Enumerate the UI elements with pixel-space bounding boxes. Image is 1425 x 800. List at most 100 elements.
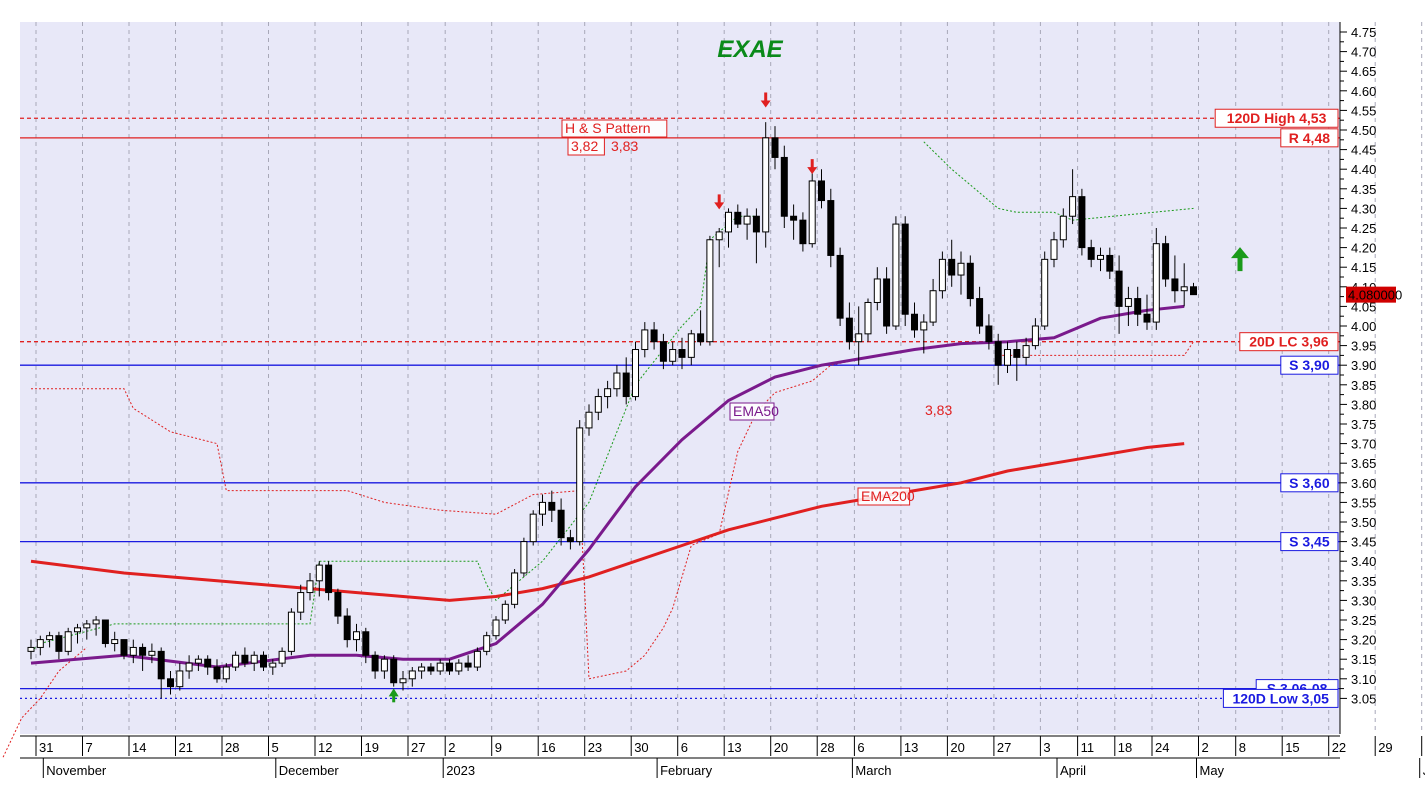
level-label: S 3,90 — [1280, 355, 1339, 375]
ema50-label-text: EMA50 — [733, 403, 779, 419]
candle — [632, 341, 639, 401]
candle-body — [390, 658, 398, 684]
y-tick-label: 4.75 — [1351, 25, 1376, 40]
x-axis: 31 7 14 21 28 5 12 19 27 2 9 16 23 30 6 13 20 28 6 13 20 27 3 1… — [35, 736, 1425, 778]
y-tick-label: 4.05 — [1351, 299, 1376, 314]
candle-body — [539, 501, 546, 515]
candle-body — [101, 619, 109, 645]
candle-body — [287, 611, 295, 652]
candle — [873, 267, 881, 311]
candle — [687, 329, 695, 366]
x-tick-label: 24 — [1155, 740, 1169, 755]
y-tick-label: 3.95 — [1351, 339, 1376, 354]
candle-body — [576, 427, 584, 543]
level-label-box — [1222, 688, 1339, 708]
candle — [901, 216, 909, 326]
y-tick-label: 3.25 — [1351, 613, 1376, 628]
candle-body — [492, 619, 500, 637]
candle-body — [762, 137, 770, 233]
candle — [1059, 208, 1067, 248]
candle — [1190, 282, 1197, 296]
candle-body — [669, 349, 677, 362]
candle-body — [845, 317, 853, 343]
y-tick-label: 4.15 — [1351, 260, 1376, 275]
candle — [585, 404, 593, 436]
candle — [1078, 188, 1086, 256]
candle-body — [604, 388, 612, 398]
candle — [1162, 235, 1170, 287]
candle-body — [129, 646, 137, 656]
candle-body — [436, 662, 444, 672]
y-tick-label: 4.30 — [1351, 201, 1376, 216]
candle — [529, 510, 537, 546]
candle-body — [36, 639, 44, 648]
candle-body — [566, 537, 574, 543]
candle-body — [222, 666, 230, 680]
candle-body — [892, 223, 900, 327]
y-tick-label: 3.10 — [1351, 672, 1376, 687]
candle — [241, 647, 249, 668]
x-tick-label: 6 — [681, 740, 688, 755]
y-tick-label: 3.85 — [1351, 378, 1376, 393]
candle-body — [734, 211, 742, 225]
candle-body — [827, 200, 835, 256]
candle-body — [938, 258, 946, 292]
month-label: November — [46, 763, 107, 778]
candle — [827, 188, 835, 268]
candle-body — [622, 372, 630, 398]
candle-body — [920, 321, 928, 331]
candle-body — [501, 603, 509, 621]
candle-body — [55, 635, 63, 652]
candle — [976, 286, 984, 334]
x-tick-label: 2 — [1202, 740, 1209, 755]
candle — [743, 208, 751, 240]
level-label: 120D Low 3,05 — [1222, 688, 1339, 708]
candle — [845, 302, 853, 350]
candle-body — [176, 670, 184, 688]
month-label: May — [1200, 763, 1225, 778]
down-arrow-icon — [714, 194, 725, 210]
candle-body — [641, 329, 649, 351]
candle — [920, 314, 928, 354]
candle — [390, 655, 398, 687]
y-tick-label: 4.70 — [1351, 45, 1376, 60]
candle — [399, 670, 407, 691]
candle-body — [966, 262, 974, 300]
y-tick-label: 3.75 — [1351, 417, 1376, 432]
candle-body — [362, 631, 370, 656]
up-arrow-head — [1231, 247, 1249, 259]
candle — [55, 631, 63, 660]
candle — [222, 663, 230, 683]
candle — [706, 235, 714, 346]
candle — [483, 631, 491, 656]
y-tick-label: 3.05 — [1351, 691, 1376, 706]
candle-body — [334, 592, 342, 617]
y-tick-label: 3.55 — [1351, 495, 1376, 510]
x-tick-label: 30 — [634, 740, 648, 755]
candle — [715, 228, 723, 268]
x-tick-label: 13 — [727, 740, 741, 755]
y-tick-label: 4.45 — [1351, 143, 1376, 158]
y-tick-label: 3.15 — [1351, 652, 1376, 667]
candle — [752, 208, 760, 264]
candle — [790, 204, 798, 240]
candle-body — [743, 215, 751, 225]
candle — [325, 561, 333, 601]
candle — [111, 631, 119, 652]
level-labels: 120D High 4,53 R 4,48 20D LC 3,96 S 3,90 S 3… — [1214, 108, 1402, 708]
candle — [1106, 247, 1114, 279]
candle — [576, 420, 584, 546]
candle — [511, 569, 519, 609]
x-tick-label: 3 — [1043, 740, 1050, 755]
candle — [250, 651, 258, 671]
candle-body — [1106, 254, 1114, 272]
last-price-text: 4.080000 — [1348, 288, 1402, 303]
candle-body — [343, 615, 351, 641]
candle — [818, 169, 825, 209]
candle-body — [111, 639, 119, 645]
candle — [911, 302, 918, 338]
candle — [408, 667, 416, 687]
candle — [418, 663, 426, 679]
candle — [613, 365, 621, 397]
candle — [669, 341, 677, 366]
